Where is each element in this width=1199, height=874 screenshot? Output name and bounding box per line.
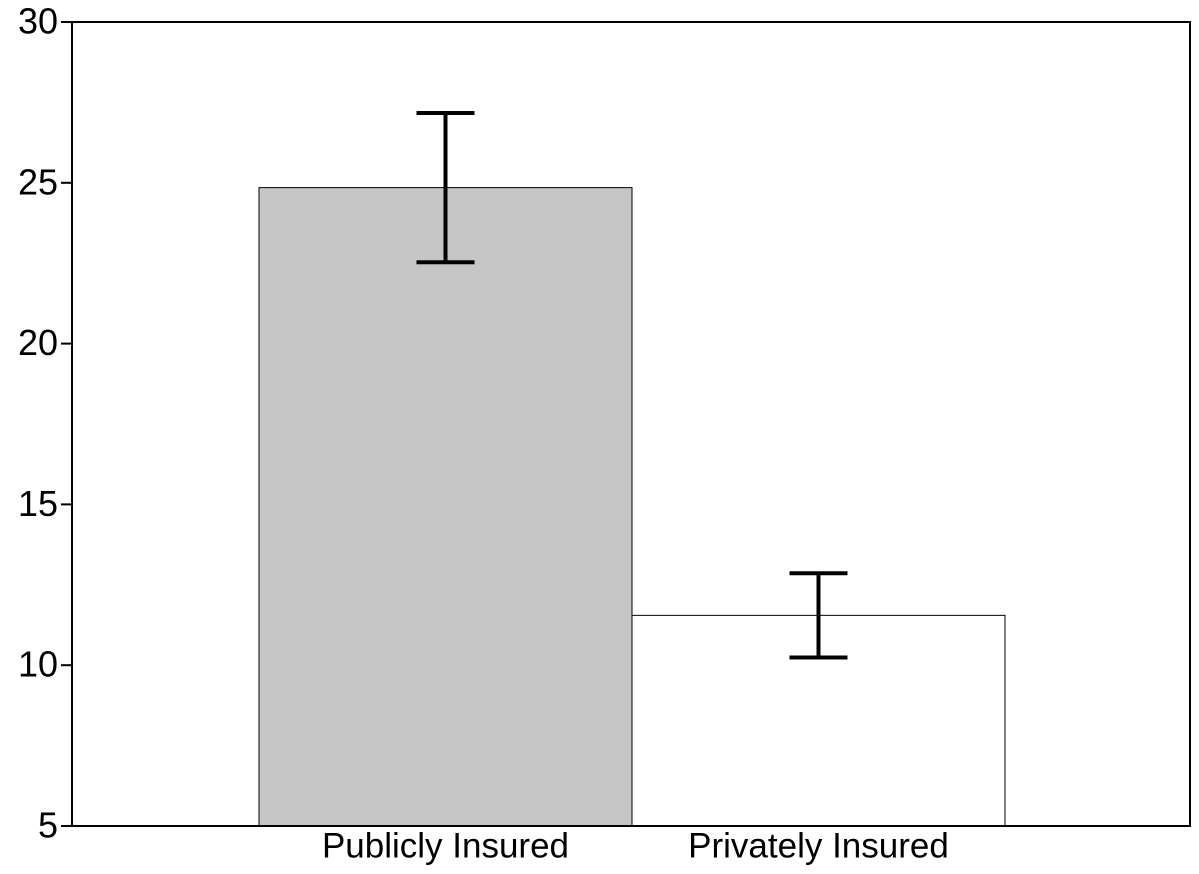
y-tick-label: 20 [18, 322, 58, 363]
y-tick-label: 10 [18, 644, 58, 685]
y-tick-label: 5 [38, 805, 58, 846]
y-tick-label: 25 [18, 161, 58, 202]
bar [258, 187, 633, 827]
y-tick-label: 30 [18, 1, 58, 42]
x-tick-label: Privately Insured [688, 826, 949, 865]
x-tick-label: Publicly Insured [322, 826, 569, 865]
error-bar [789, 571, 848, 660]
y-tick-label: 15 [18, 483, 58, 524]
error-bar [416, 111, 475, 265]
